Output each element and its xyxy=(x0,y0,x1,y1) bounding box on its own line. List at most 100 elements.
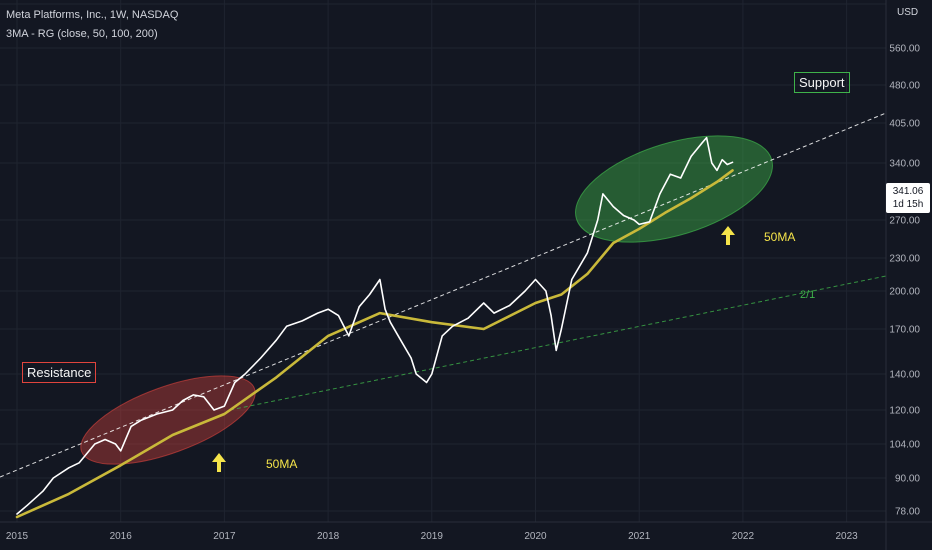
price-line-point xyxy=(524,290,526,292)
price-line-point xyxy=(275,339,277,341)
arrow-annotations: 50MA 50MA 2/1 xyxy=(212,226,815,472)
resistance-ellipse xyxy=(80,375,256,465)
price-line-point xyxy=(52,477,54,479)
arrow-up-icon xyxy=(721,226,735,245)
price-tick-label: 270.00 xyxy=(889,216,920,227)
ma50-line-point xyxy=(560,293,563,296)
price-line-point xyxy=(638,223,640,225)
price-line-point xyxy=(348,335,350,337)
price-tick-label: 560.00 xyxy=(889,44,920,55)
price-line-point xyxy=(669,173,671,175)
price-line-point xyxy=(680,177,682,179)
price-line-point xyxy=(649,221,651,223)
price-line-point xyxy=(560,328,563,330)
time-tick-label: 2015 xyxy=(6,531,29,542)
time-tick-label: 2021 xyxy=(628,531,651,542)
ma50-line-point xyxy=(612,242,614,244)
time-tick-label: 2019 xyxy=(421,531,444,542)
price-line-point xyxy=(172,409,174,411)
price-line-point xyxy=(286,325,288,327)
time-tick-label: 2017 xyxy=(213,531,236,542)
ma50-line-point xyxy=(223,413,225,415)
ma50-line-point xyxy=(68,493,70,495)
time-tick-label: 2022 xyxy=(732,531,755,542)
price-line-point xyxy=(94,443,96,445)
price-tick-label: 230.00 xyxy=(889,254,920,265)
price-line-point xyxy=(140,419,142,421)
price-line-point xyxy=(633,219,635,221)
price-line-point xyxy=(389,321,391,323)
price-line-point xyxy=(26,504,28,506)
price-line-point xyxy=(612,206,614,208)
ma50-line-point xyxy=(275,376,277,378)
price-line-point xyxy=(42,490,44,492)
price-line-point xyxy=(545,290,547,292)
price-line-point xyxy=(493,312,495,314)
ratio-label: 2/1 xyxy=(800,289,815,301)
price-line-point xyxy=(120,450,122,452)
ma50-line-point xyxy=(120,464,122,466)
price-line-point xyxy=(337,315,340,317)
ma50-line-point xyxy=(483,328,485,330)
price-line-point xyxy=(317,312,319,314)
price-line-point xyxy=(234,381,236,384)
price-line-point xyxy=(78,462,80,464)
price-tick-label: 200.00 xyxy=(889,287,920,298)
price-line-point xyxy=(431,373,433,375)
price-tick-label: 405.00 xyxy=(889,119,920,130)
ma50-line-point xyxy=(534,302,537,304)
price-line-point xyxy=(700,143,703,145)
price-line-point xyxy=(260,357,262,359)
symbol-title: Meta Platforms, Inc., 1W, NASDAQ xyxy=(6,9,179,21)
resistance-label: Resistance xyxy=(22,362,97,383)
support-label: Support xyxy=(794,72,850,93)
price-line-point xyxy=(410,357,412,359)
price-line-point xyxy=(130,425,132,427)
price-line-point xyxy=(509,304,511,307)
time-tick-label: 2023 xyxy=(835,531,858,542)
price-line-point xyxy=(182,399,184,402)
price-line-point xyxy=(156,413,158,415)
price-line-point xyxy=(550,315,552,317)
price-line-point xyxy=(400,339,402,341)
chart-series xyxy=(15,136,734,519)
price-line-point xyxy=(223,405,225,407)
price-line-point xyxy=(726,163,728,166)
price-line-point xyxy=(379,278,381,281)
price-line-point xyxy=(597,219,599,221)
price-line-point xyxy=(586,252,589,254)
price-tick-label: 78.00 xyxy=(895,507,920,518)
arrow-up-icon xyxy=(212,453,226,472)
price-line-point xyxy=(301,320,303,322)
chart-overlays xyxy=(0,112,887,478)
price-line-point xyxy=(690,155,692,157)
support-ellipse xyxy=(575,135,773,243)
price-line-point xyxy=(706,137,708,139)
bar-countdown: 1d 15h xyxy=(892,199,924,210)
last-price-value: 341.06 xyxy=(892,186,924,197)
price-line-point xyxy=(483,302,485,304)
price-line-point xyxy=(244,373,246,375)
ma-label-left: 50MA xyxy=(266,457,297,471)
ma50-line-point xyxy=(690,197,692,199)
ma50-line-point xyxy=(664,212,666,214)
ma50-line-point xyxy=(172,434,174,436)
price-line-point xyxy=(203,396,205,398)
price-line-point xyxy=(721,159,723,161)
ma50-line-point xyxy=(638,228,640,230)
ma50-line-point xyxy=(731,169,734,171)
price-line-point xyxy=(711,162,713,164)
chart-grid xyxy=(0,0,886,522)
indicator-title: 3MA - RG (close, 50, 100, 200) xyxy=(6,28,158,40)
ma-label-right: 50MA xyxy=(764,230,795,244)
price-tick-label: 340.00 xyxy=(889,159,920,170)
last-price-tag: 341.06 1d 15h xyxy=(886,183,930,213)
price-line-point xyxy=(731,161,734,163)
price-line-point xyxy=(441,335,443,337)
price-line-point xyxy=(358,306,360,308)
ma50-line-point xyxy=(16,516,18,518)
price-line-point xyxy=(451,325,454,327)
price-tick-label: 90.00 xyxy=(895,474,920,485)
